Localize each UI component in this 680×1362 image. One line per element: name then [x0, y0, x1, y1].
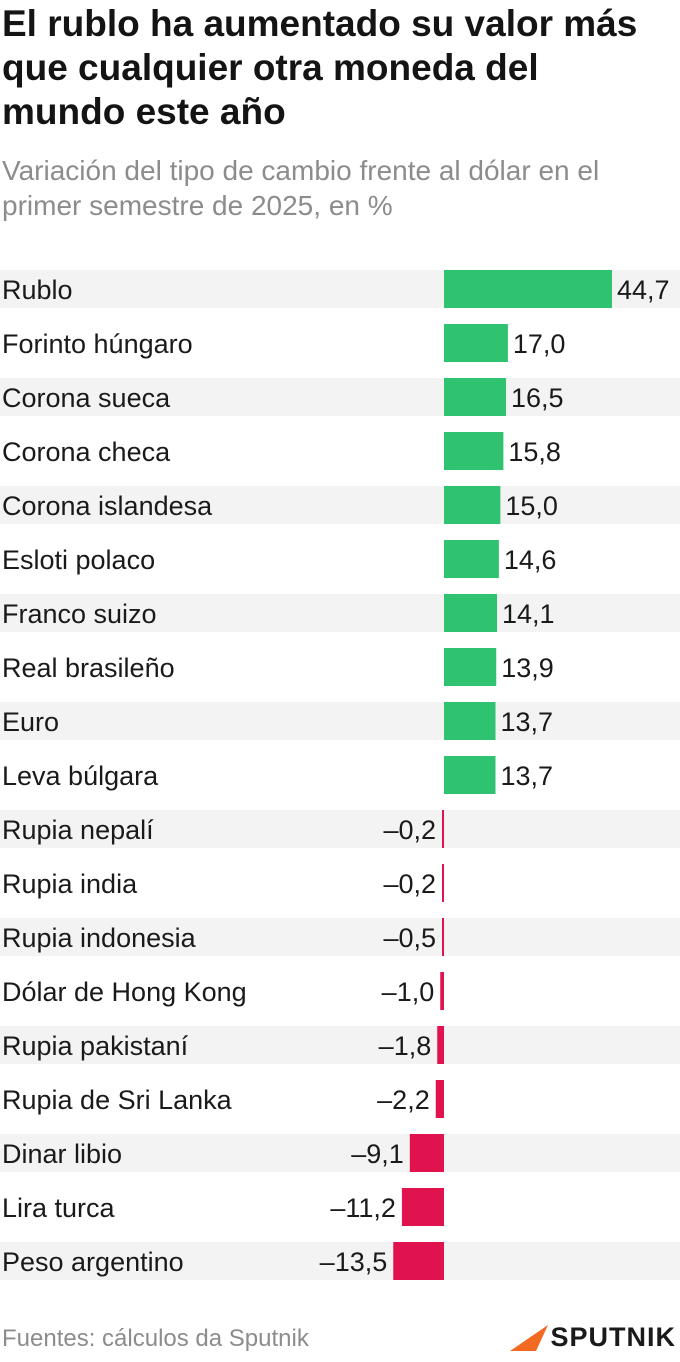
value-label: 13,7 — [500, 707, 553, 737]
category-label: Rublo — [2, 275, 73, 305]
chart-title: El rublo ha aumentado su valor más que c… — [2, 3, 638, 132]
row-background — [0, 1134, 680, 1172]
value-label: –9,1 — [351, 1139, 404, 1169]
category-label: Euro — [2, 707, 59, 737]
category-label: Rupia nepalí — [2, 815, 154, 845]
bar-chart-svg: Rublo 44,7 Forinto húngaro 17,0 Corona sueca… — [0, 270, 680, 1280]
row-background — [0, 594, 680, 632]
category-label: Forinto húngaro — [2, 329, 193, 359]
chart-subtitle: Variación del tipo de cambio frente al d… — [2, 155, 600, 221]
bar — [435, 1080, 444, 1118]
bar-chart: Rublo 44,7 Forinto húngaro 17,0 Corona sueca… — [0, 270, 680, 1280]
category-label: Dólar de Hong Kong — [2, 977, 247, 1007]
logo-text: SPUTNIK — [550, 1322, 676, 1352]
sputnik-arrow-icon — [510, 1324, 549, 1351]
category-label: Rupia pakistaní — [2, 1031, 189, 1061]
bar — [442, 864, 444, 902]
category-label: Corona islandesa — [2, 491, 213, 521]
bar — [444, 540, 499, 578]
bar — [393, 1242, 444, 1280]
category-label: Rupia indonesia — [2, 923, 197, 953]
value-label: –2,2 — [377, 1085, 430, 1115]
bar — [401, 1188, 444, 1226]
category-label: Lira turca — [2, 1193, 116, 1223]
row-background — [0, 702, 680, 740]
bar — [437, 1026, 444, 1064]
value-label: 17,0 — [513, 329, 566, 359]
category-label: Rupia india — [2, 869, 138, 899]
category-label: Peso argentino — [2, 1247, 184, 1277]
bar — [444, 594, 497, 632]
row-background — [0, 378, 680, 416]
value-label: 14,6 — [504, 545, 557, 575]
bar — [444, 702, 496, 740]
value-label: –0,5 — [383, 923, 436, 953]
row-background — [0, 810, 680, 848]
bar — [444, 756, 496, 794]
value-label: –0,2 — [383, 869, 436, 899]
bar — [442, 810, 444, 848]
row-background — [0, 1026, 680, 1064]
row-background — [0, 486, 680, 524]
bar — [444, 270, 612, 308]
value-label: –1,0 — [382, 977, 435, 1007]
value-label: 15,0 — [505, 491, 558, 521]
bar — [444, 324, 508, 362]
value-label: –0,2 — [383, 815, 436, 845]
bar — [444, 648, 497, 686]
bar — [442, 918, 444, 956]
bar — [409, 1134, 444, 1172]
category-label: Esloti polaco — [2, 545, 155, 575]
bar — [444, 486, 501, 524]
row-background — [0, 918, 680, 956]
value-label: 13,9 — [501, 653, 554, 683]
value-label: 13,7 — [500, 761, 553, 791]
category-label: Leva búlgara — [2, 761, 159, 791]
category-label: Real brasileño — [2, 653, 175, 683]
value-label: 16,5 — [511, 383, 564, 413]
category-label: Dinar libio — [2, 1139, 122, 1169]
category-label: Rupia de Sri Lanka — [2, 1085, 233, 1115]
bar — [444, 378, 507, 416]
row-background — [0, 1242, 680, 1280]
bar — [440, 972, 444, 1010]
value-label: 15,8 — [508, 437, 561, 467]
category-label: Corona sueca — [2, 383, 171, 413]
value-label: –11,2 — [330, 1193, 396, 1223]
category-label: Corona checa — [2, 437, 171, 467]
bar — [444, 432, 504, 470]
sputnik-logo: SPUTNIK — [510, 1322, 676, 1353]
category-label: Franco suizo — [2, 599, 157, 629]
value-label: –1,8 — [379, 1031, 432, 1061]
value-label: –13,5 — [320, 1247, 388, 1277]
value-label: 14,1 — [502, 599, 555, 629]
source-note: Fuentes: cálculos da Sputnik — [2, 1325, 309, 1352]
value-label: 44,7 — [617, 275, 670, 305]
